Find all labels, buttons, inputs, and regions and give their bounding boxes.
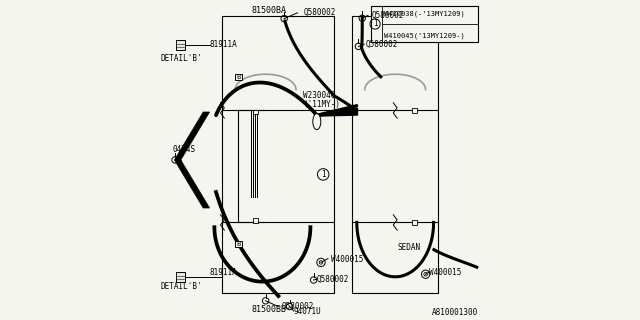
Text: 81911A: 81911A (210, 268, 237, 277)
Text: W230046: W230046 (303, 92, 336, 100)
Text: 1: 1 (321, 170, 326, 179)
Bar (236, 241, 242, 247)
Text: Q580002: Q580002 (366, 40, 398, 49)
Text: DETAIL'B': DETAIL'B' (161, 54, 203, 63)
Bar (352, 16, 438, 293)
Text: 81500BA: 81500BA (252, 6, 286, 15)
Text: SEDAN: SEDAN (397, 244, 420, 252)
Text: A810001300: A810001300 (432, 308, 479, 317)
Text: B: B (236, 241, 241, 247)
Bar (253, 109, 258, 114)
Text: 1: 1 (372, 20, 378, 28)
Text: Q580002: Q580002 (317, 275, 349, 284)
Text: W400015: W400015 (332, 255, 364, 264)
Text: 0474S: 0474S (172, 145, 195, 154)
Bar (177, 272, 186, 282)
Text: 81500BB: 81500BB (252, 305, 286, 314)
Bar (253, 218, 258, 223)
Bar (371, 6, 479, 42)
Bar (412, 108, 417, 113)
Bar (412, 220, 417, 225)
Ellipse shape (313, 114, 321, 130)
Bar (177, 40, 186, 50)
Text: Q580002: Q580002 (303, 8, 336, 17)
Text: 81911A: 81911A (210, 40, 237, 49)
Bar (236, 74, 242, 80)
Polygon shape (174, 112, 210, 208)
Text: Q580002: Q580002 (371, 11, 404, 20)
Text: Q580002: Q580002 (282, 302, 314, 311)
Text: ('11MY-): ('11MY-) (303, 100, 340, 108)
Text: B: B (236, 74, 241, 80)
Bar (223, 16, 335, 293)
Text: DETAIL'B': DETAIL'B' (161, 282, 203, 291)
Text: W410045('13MY1209-): W410045('13MY1209-) (384, 33, 465, 39)
Text: W400015: W400015 (429, 268, 461, 277)
Text: 94071U: 94071U (294, 307, 321, 316)
Text: W410038(-'13MY1209): W410038(-'13MY1209) (384, 10, 465, 17)
